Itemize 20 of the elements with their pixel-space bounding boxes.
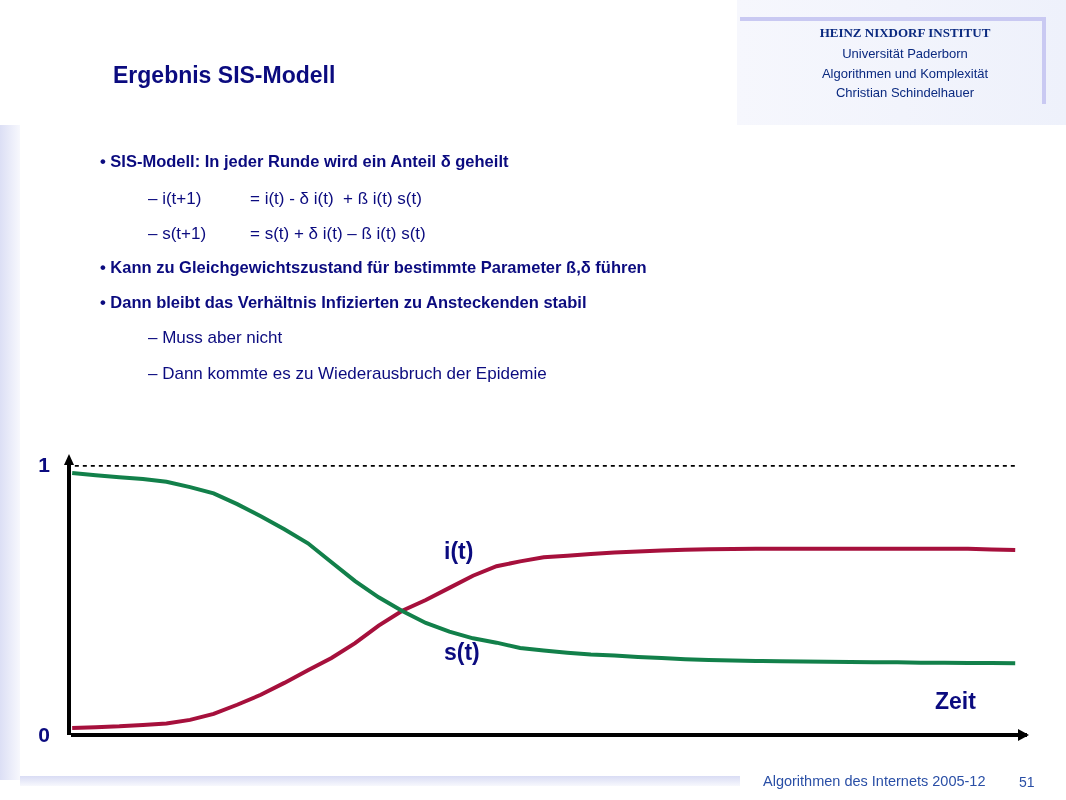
text: – Muss aber nicht [148,328,283,348]
y-tick-label: 1 [38,453,51,477]
text: HEINZ NIXDORF INSTITUT [818,25,992,41]
series-label: i(t) [444,538,474,564]
text: 51 [1019,774,1035,790]
series-label: s(t) [444,639,480,665]
chart-title: Ergebnis SIS-Modell [113,62,336,89]
text: • Dann bleibt das Verhältnis Infizierten zu Ansteckenden stabil [100,293,587,312]
text: – i(t+1) = i(t) - δ i(t) + ß i(t) s(t) [148,189,422,209]
text: – s(t+1) = s(t) + δ i(t) – ß i(t) s(t) [148,224,426,244]
text: • SIS-Modell: In jeder Runde wird ein Anteil δ geheilt [100,152,509,171]
text: Algorithmen und Komplexität [820,66,990,81]
text: Christian Schindelhauer [835,85,975,100]
text: Universität Paderborn [841,46,969,61]
line-series [71,471,1018,666]
x-axis-title: Zeit [935,688,977,714]
y-tick-label: 0 [38,723,51,747]
text: • Kann zu Gleichgewichtszustand für bestimmte Parameter ß,δ führen [100,258,647,277]
text: – Dann kommte es zu Wiederausbruch der Epidemie [148,364,547,384]
text: Algorithmen des Internets 2005-12 [763,773,986,789]
